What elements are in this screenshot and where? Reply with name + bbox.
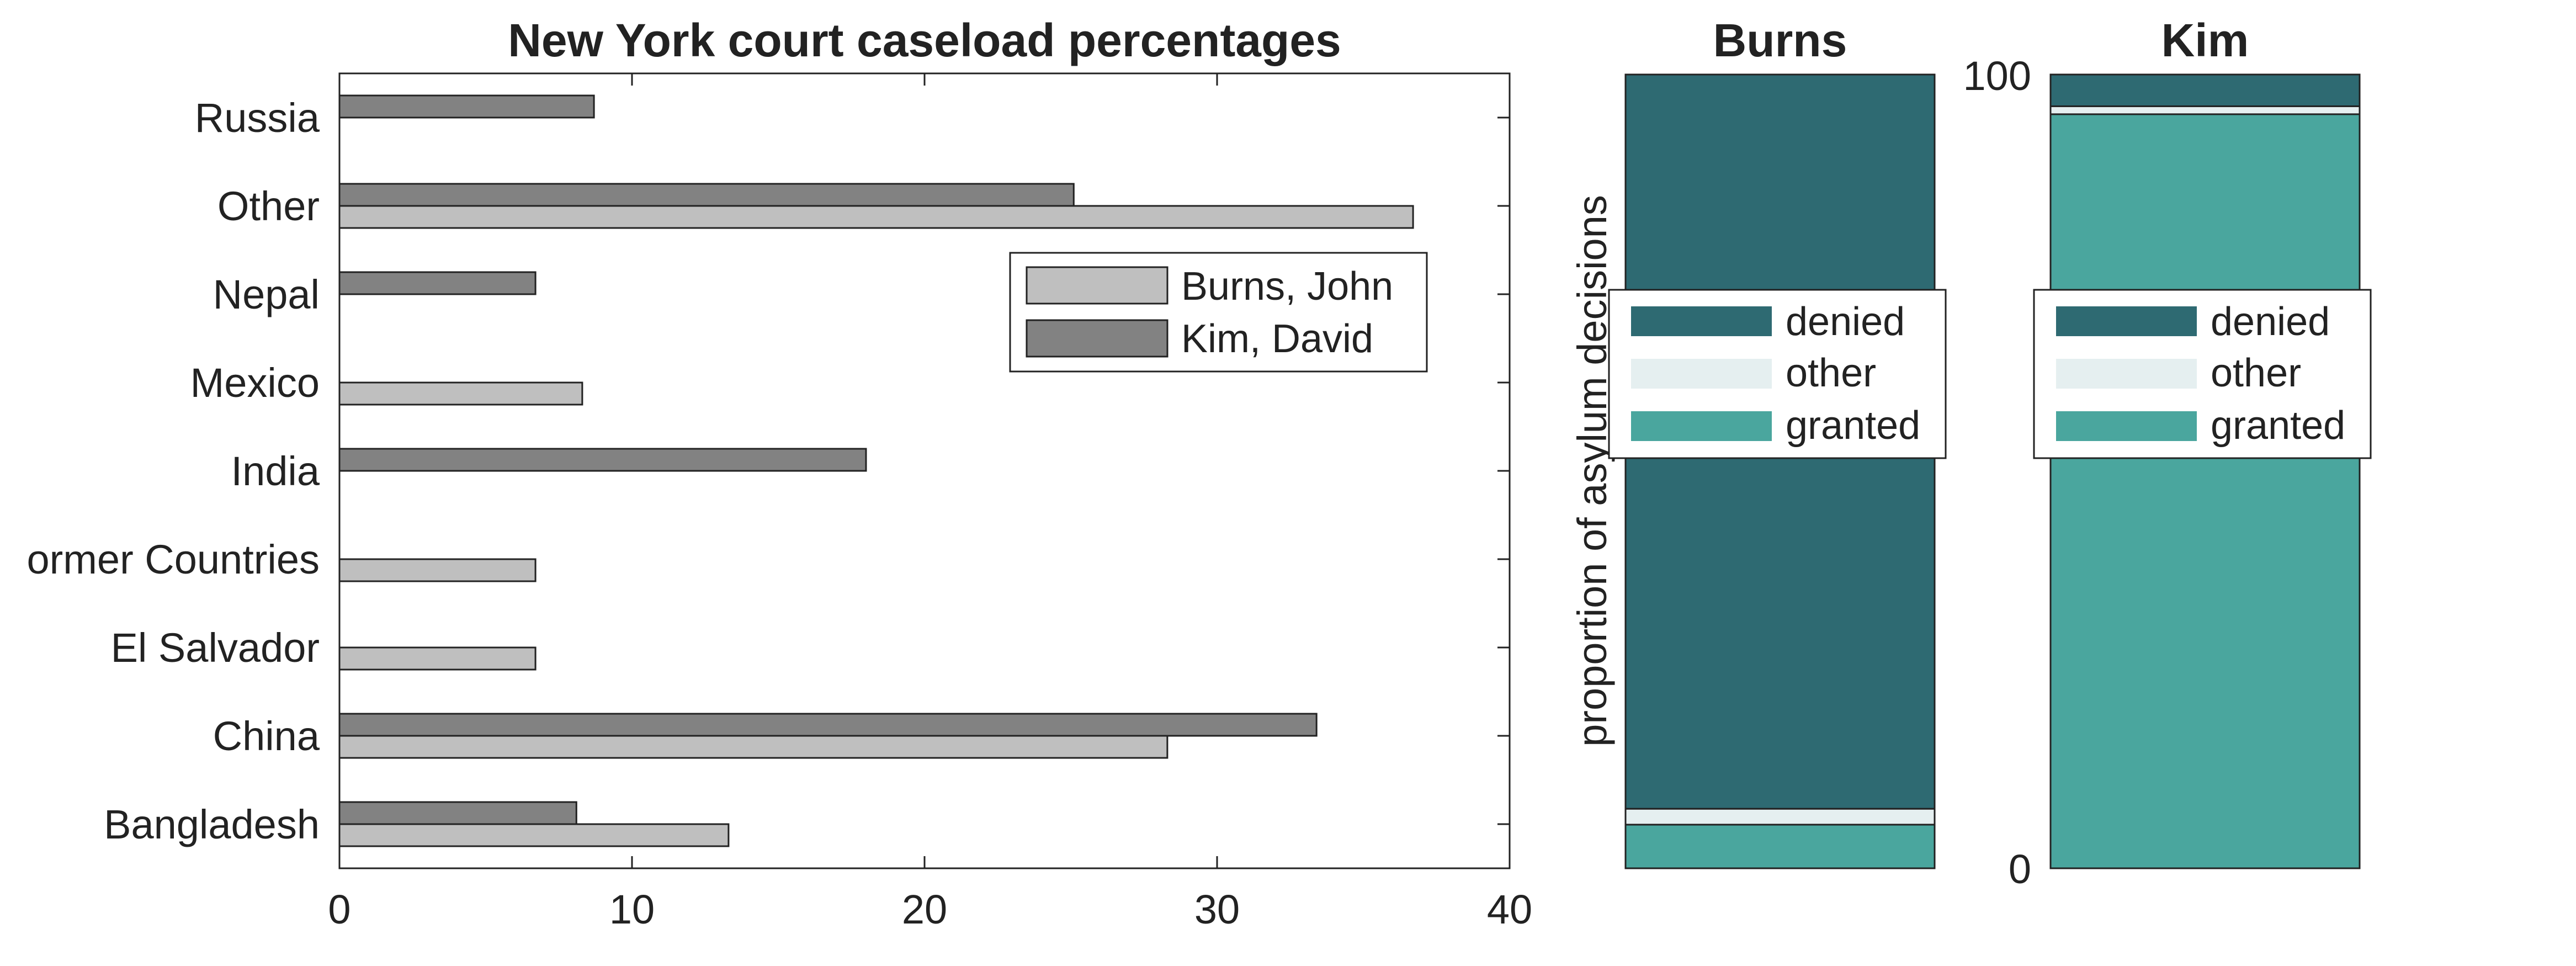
bar-burns [338, 646, 537, 671]
y-tick-100: 100 [1963, 53, 2031, 99]
bar-burns [338, 381, 583, 406]
segment-granted [1624, 824, 1936, 869]
legend-label-burns: Burns, John [1181, 264, 1393, 309]
legend-label-granted: granted [2211, 404, 2345, 448]
segment-other [1624, 808, 1936, 826]
x-tick-label: 10 [609, 887, 655, 932]
bar-kim [338, 271, 537, 295]
y-axis-label: proportion of asylum decisions [1569, 195, 1615, 747]
bar-kim [338, 448, 867, 472]
kim-plot-area [2049, 73, 2361, 869]
x-tick-label: 40 [1487, 887, 1532, 932]
burns-decision-chart: Burns proportion of asylum decisions den… [1569, 14, 1947, 869]
burns-plot-area [1624, 73, 1936, 869]
legend-swatch-denied [2056, 306, 2197, 336]
burns-stacked-bar [1624, 73, 1936, 869]
category-label: Bangladesh [104, 802, 320, 847]
bar-burns [338, 735, 1169, 759]
legend-label-other: other [1786, 351, 1876, 395]
legend-swatch-other [2056, 359, 2197, 389]
x-tick-label: 0 [328, 887, 350, 932]
segment-granted [2049, 113, 2361, 869]
category-label: Mexico [190, 360, 320, 406]
x-tick-label: 20 [902, 887, 947, 932]
burns-legend: denied other granted [1608, 289, 1947, 459]
y-tick-0: 0 [2009, 846, 2031, 892]
bar-kim [338, 801, 577, 825]
bar-group [338, 94, 1414, 847]
bar-burns [338, 823, 730, 847]
segment-other [2049, 105, 2361, 115]
bar-kim [338, 713, 1318, 737]
category-label: India [231, 448, 320, 494]
legend-swatch-burns [1026, 266, 1169, 305]
legend-label-other: other [2211, 351, 2301, 395]
legend-swatch-kim [1026, 319, 1169, 358]
legend-swatch-other [1631, 359, 1772, 389]
category-label: Nepal [213, 272, 320, 317]
category-label: Other [217, 183, 320, 229]
chart-title: New York court caseload percentages [508, 14, 1341, 66]
x-tick-labels: 0 10 20 30 40 [328, 887, 1532, 932]
category-labels: Bangladesh China El Salvador ormer Countrie… [26, 95, 320, 847]
bar-kim [338, 183, 1075, 207]
category-label: China [213, 713, 320, 759]
kim-title: Kim [2161, 14, 2249, 66]
category-label: Russia [195, 95, 320, 141]
category-label: El Salvador [111, 625, 320, 671]
bar-burns [338, 205, 1414, 229]
legend-label-denied: denied [2211, 300, 2330, 344]
category-label: ormer Countries [26, 537, 320, 582]
legend-label-kim: Kim, David [1181, 317, 1373, 361]
kim-legend: denied other granted [2033, 289, 2372, 459]
legend-label-denied: denied [1786, 300, 1905, 344]
caseload-bar-chart: New York court caseload percentages Bang… [26, 14, 1532, 932]
legend-label-granted: granted [1786, 404, 1920, 448]
segment-denied [2049, 73, 2361, 108]
bar-kim [338, 94, 595, 119]
x-tick-label: 30 [1194, 887, 1240, 932]
kim-stacked-bar [2049, 73, 2361, 869]
kim-decision-chart: Kim 100 0 denied other granted [1963, 14, 2372, 892]
legend: Burns, John Kim, David [1009, 252, 1428, 373]
bar-burns [338, 558, 537, 582]
legend-swatch-granted [2056, 411, 2197, 441]
legend-swatch-denied [1631, 306, 1772, 336]
legend-swatch-granted [1631, 411, 1772, 441]
burns-title: Burns [1713, 14, 1847, 66]
